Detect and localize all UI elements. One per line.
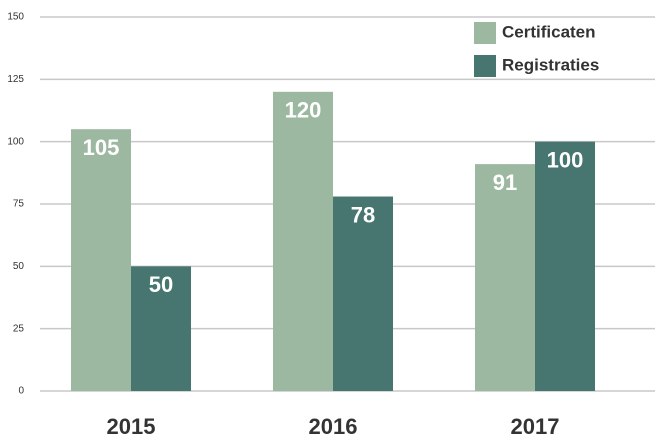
- y-tick-label: 25: [13, 323, 25, 334]
- y-tick-label: 75: [13, 199, 25, 210]
- bar: [131, 266, 191, 391]
- y-tick-label: 100: [7, 136, 24, 147]
- bar: [71, 129, 131, 391]
- legend-label: Registraties: [502, 55, 599, 74]
- legend-swatch: [474, 22, 496, 44]
- value-label: 78: [351, 202, 375, 227]
- x-tick-label: 2015: [107, 414, 156, 437]
- y-tick-label: 125: [7, 74, 24, 85]
- y-tick-label: 50: [13, 261, 25, 272]
- legend-label: Certificaten: [502, 22, 596, 41]
- value-label: 120: [285, 98, 322, 123]
- bar: [535, 141, 595, 391]
- x-tick-label: 2016: [309, 414, 358, 437]
- bar: [475, 164, 535, 391]
- legend-swatch: [474, 55, 496, 77]
- y-tick-label: 150: [7, 12, 24, 23]
- bar: [273, 91, 333, 392]
- x-tick-label: 2017: [511, 414, 560, 437]
- y-tick-label: 0: [18, 386, 24, 397]
- value-label: 100: [547, 147, 584, 172]
- value-label: 105: [83, 135, 120, 160]
- value-label: 91: [493, 170, 517, 195]
- value-label: 50: [149, 272, 173, 297]
- bar: [333, 196, 393, 391]
